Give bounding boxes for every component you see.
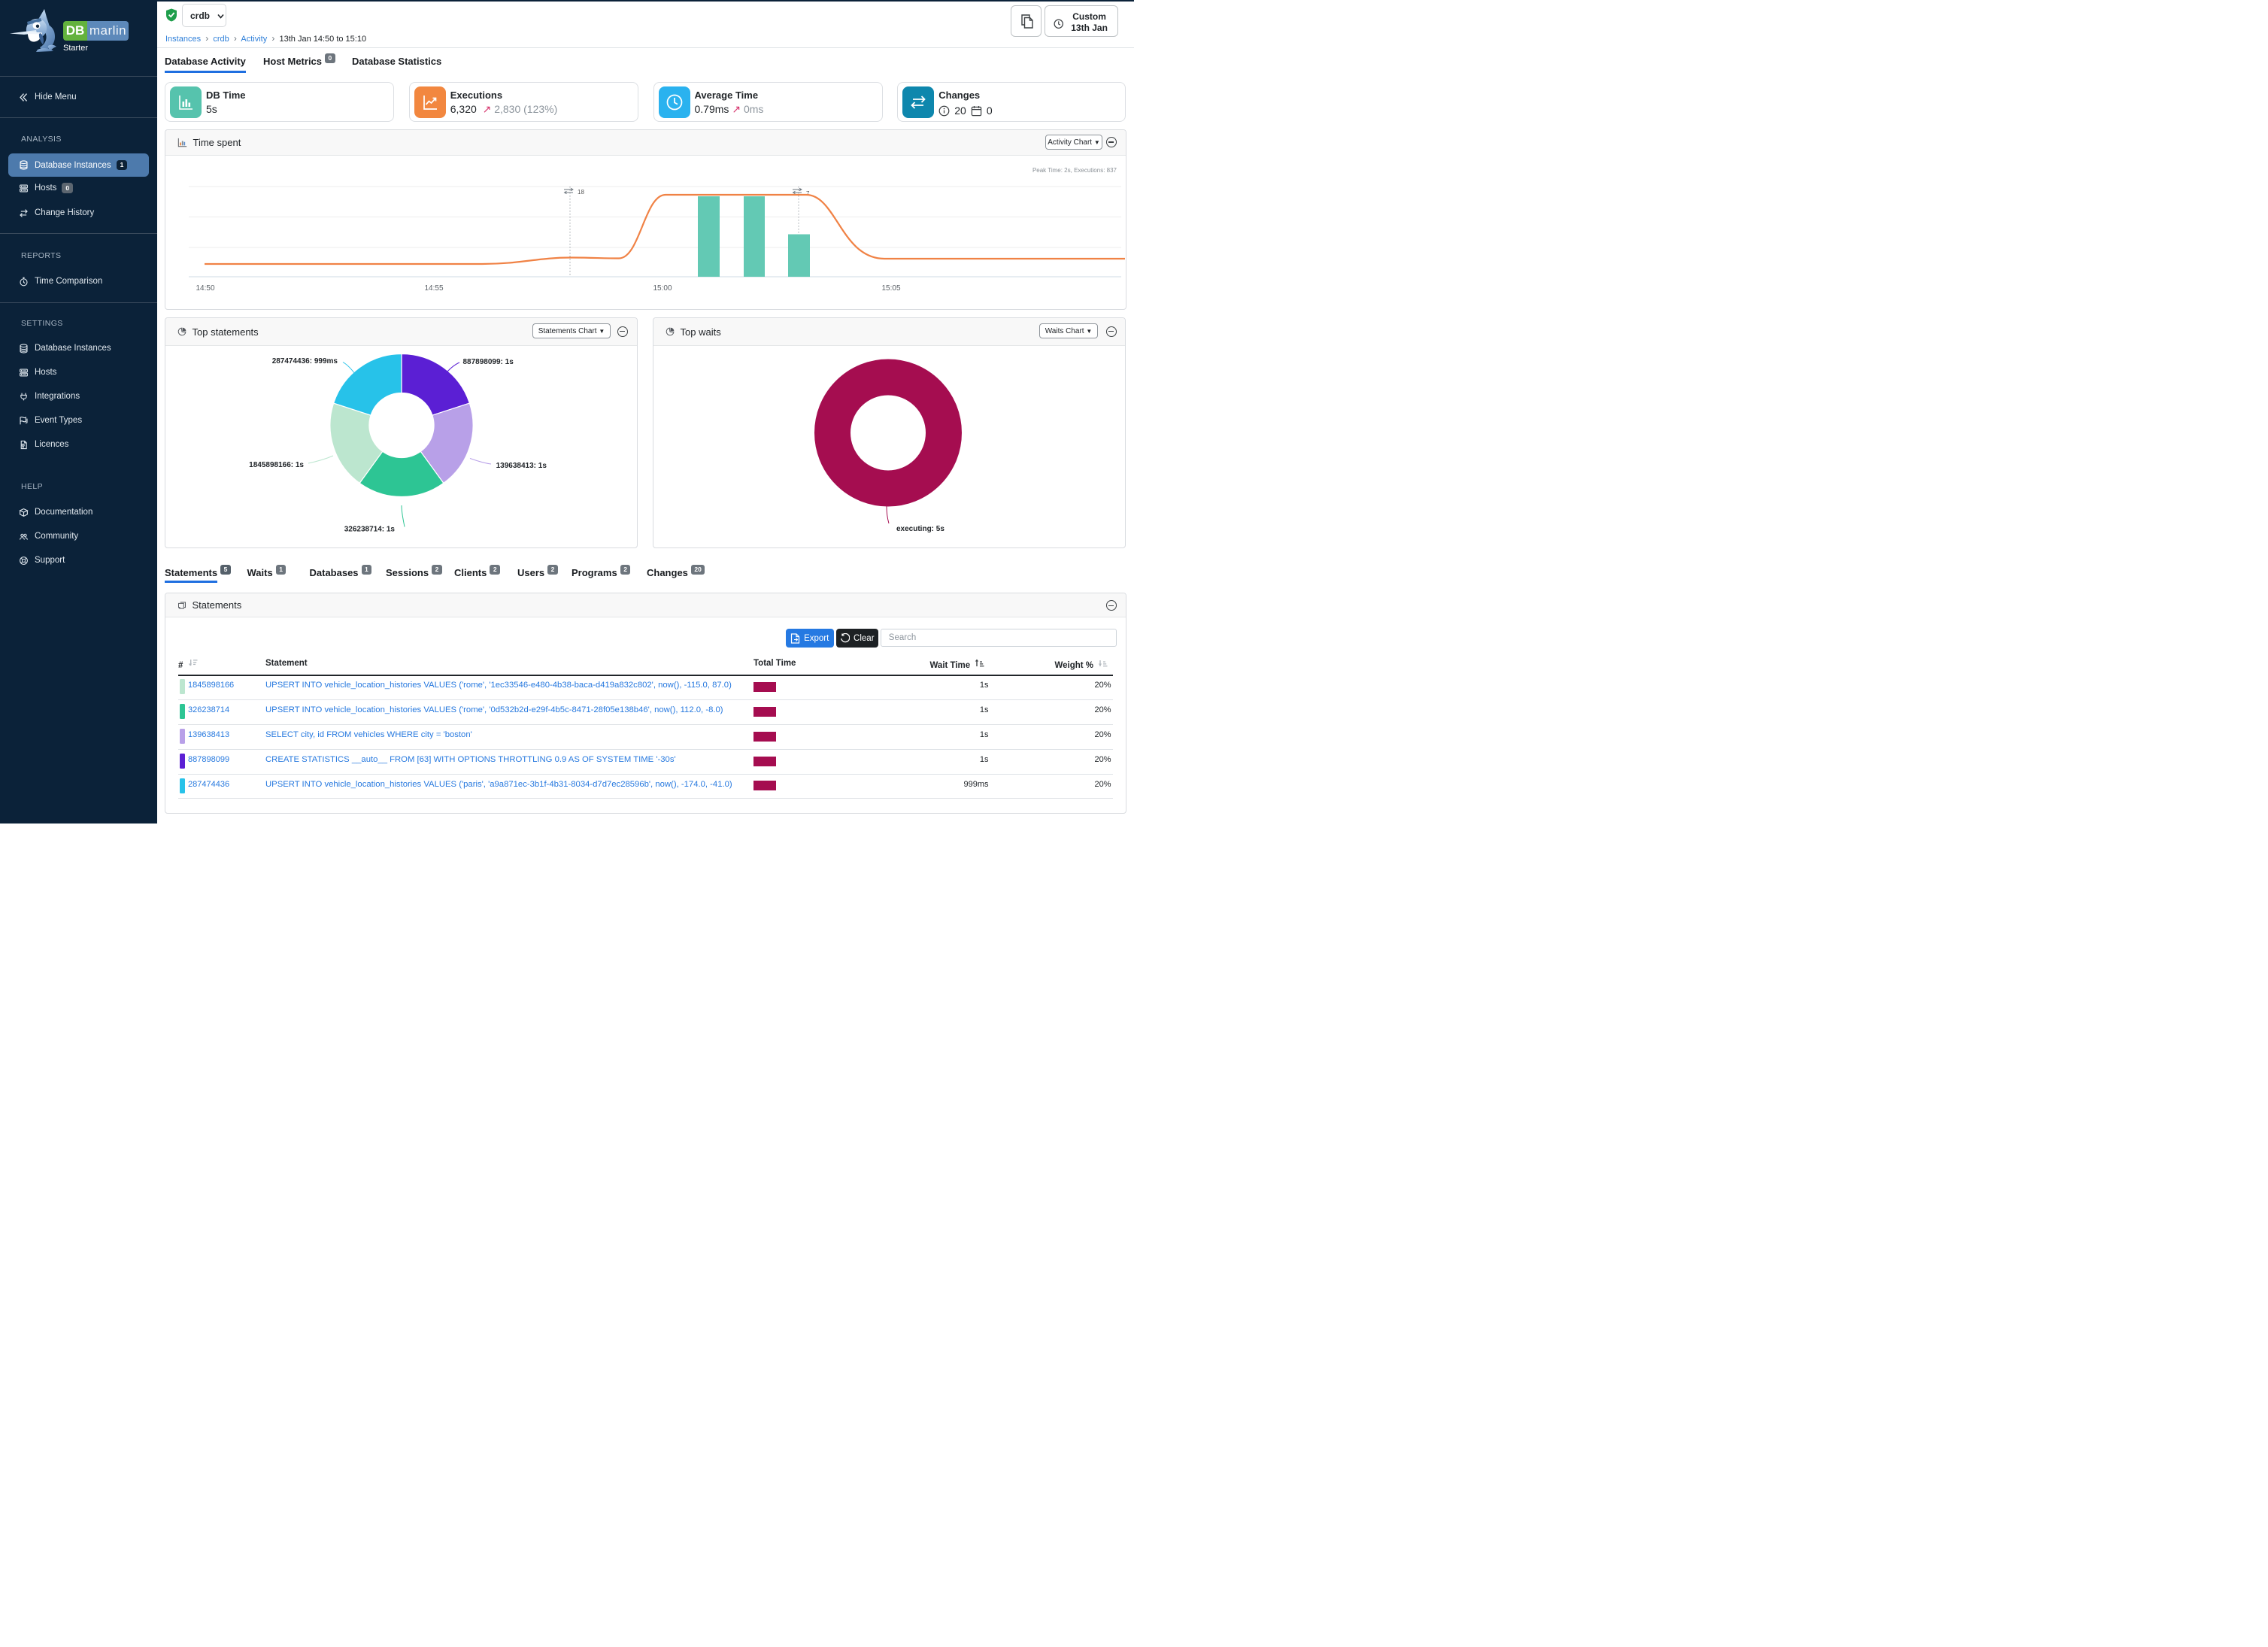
svg-text:139638413: 1s: 139638413: 1s — [496, 462, 547, 470]
svg-text:15:05: 15:05 — [881, 284, 900, 293]
svg-text:287474436: 999ms: 287474436: 999ms — [272, 357, 338, 365]
svg-text:887898099: 1s: 887898099: 1s — [463, 358, 514, 366]
svg-text:15:00: 15:00 — [653, 284, 672, 293]
svg-text:1845898166: 1s: 1845898166: 1s — [249, 461, 304, 469]
svg-text:Peak Time: 2s, Executions: 837: Peak Time: 2s, Executions: 837 — [1032, 167, 1117, 174]
svg-text:326238714: 1s: 326238714: 1s — [344, 526, 396, 534]
svg-text:14:55: 14:55 — [424, 284, 443, 293]
svg-text:7: 7 — [806, 190, 810, 197]
svg-text:executing: 5s: executing: 5s — [896, 525, 944, 533]
svg-text:14:50: 14:50 — [196, 284, 214, 293]
svg-text:18: 18 — [578, 189, 584, 196]
